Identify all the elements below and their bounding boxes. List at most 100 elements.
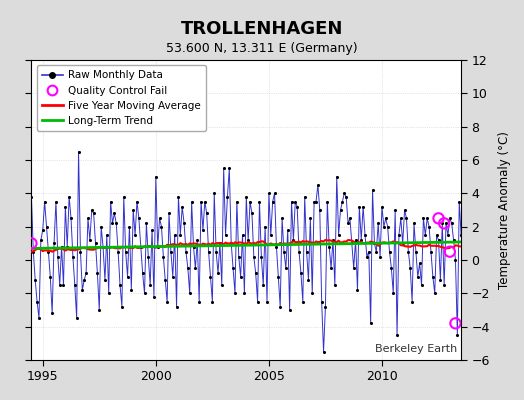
Point: [40, 198, 49, 205]
Point: [227, 240, 235, 246]
Point: [144, 254, 152, 260]
Point: [201, 198, 209, 205]
Point: [464, 207, 473, 213]
Point: [270, 190, 279, 196]
Point: [112, 220, 121, 226]
Point: [372, 248, 380, 255]
Point: [293, 204, 301, 210]
Point: [302, 248, 311, 255]
Point: [445, 215, 454, 222]
Point: [289, 237, 298, 243]
Point: [451, 320, 460, 326]
Point: [221, 232, 230, 238]
Point: [255, 198, 264, 205]
Point: [77, 248, 85, 255]
Point: [216, 240, 224, 246]
Point: [97, 224, 105, 230]
Point: [459, 248, 467, 255]
Point: [319, 348, 328, 355]
Point: [361, 232, 369, 238]
Point: [161, 277, 169, 283]
Point: [417, 282, 425, 288]
Point: [90, 210, 98, 216]
Point: [404, 248, 412, 255]
Point: [48, 310, 57, 316]
Point: [445, 248, 454, 255]
Point: [455, 198, 463, 205]
Point: [78, 287, 86, 293]
Point: [163, 298, 171, 305]
Point: [447, 220, 456, 226]
Point: [223, 194, 232, 200]
Point: [300, 194, 309, 200]
Point: [235, 254, 243, 260]
Point: [283, 227, 292, 233]
Point: [286, 307, 294, 313]
Point: [50, 240, 58, 246]
Point: [257, 254, 266, 260]
Point: [282, 265, 290, 272]
Point: [385, 248, 394, 255]
Point: [434, 237, 443, 243]
Point: [306, 215, 314, 222]
Point: [191, 265, 200, 272]
Point: [108, 220, 117, 226]
Point: [84, 215, 92, 222]
Point: [416, 260, 424, 266]
Point: [463, 265, 471, 272]
Point: [315, 207, 324, 213]
Point: [380, 224, 388, 230]
Point: [231, 290, 239, 296]
Point: [114, 248, 122, 255]
Point: [169, 274, 177, 280]
Point: [399, 240, 407, 246]
Point: [27, 194, 36, 200]
Point: [312, 198, 320, 205]
Point: [333, 174, 341, 180]
Point: [393, 332, 401, 338]
Point: [225, 165, 234, 172]
Point: [295, 248, 303, 255]
Point: [353, 287, 362, 293]
Point: [82, 270, 90, 276]
Point: [240, 290, 248, 296]
Point: [140, 290, 149, 296]
Point: [61, 204, 70, 210]
Point: [220, 165, 228, 172]
Point: [99, 244, 107, 250]
Point: [280, 248, 288, 255]
Text: Berkeley Earth: Berkeley Earth: [375, 344, 457, 354]
Point: [167, 248, 175, 255]
Point: [204, 248, 213, 255]
Point: [138, 270, 147, 276]
Point: [195, 298, 203, 305]
Point: [265, 190, 273, 196]
Point: [123, 274, 132, 280]
Point: [346, 215, 354, 222]
Point: [44, 248, 52, 255]
Point: [150, 294, 158, 300]
Point: [308, 290, 316, 296]
Point: [233, 198, 241, 205]
Point: [242, 194, 250, 200]
Point: [259, 282, 267, 288]
Point: [85, 237, 94, 243]
Point: [336, 207, 345, 213]
Point: [154, 244, 162, 250]
Point: [33, 298, 41, 305]
Point: [451, 257, 460, 263]
Point: [159, 254, 168, 260]
Point: [419, 215, 428, 222]
Point: [199, 227, 207, 233]
Point: [387, 265, 396, 272]
Point: [93, 270, 102, 276]
Point: [323, 198, 332, 205]
Point: [413, 274, 422, 280]
Point: [431, 290, 439, 296]
Point: [229, 265, 237, 272]
Point: [344, 220, 352, 226]
Point: [436, 277, 444, 283]
Point: [69, 254, 77, 260]
Point: [170, 232, 179, 238]
Point: [157, 224, 166, 230]
